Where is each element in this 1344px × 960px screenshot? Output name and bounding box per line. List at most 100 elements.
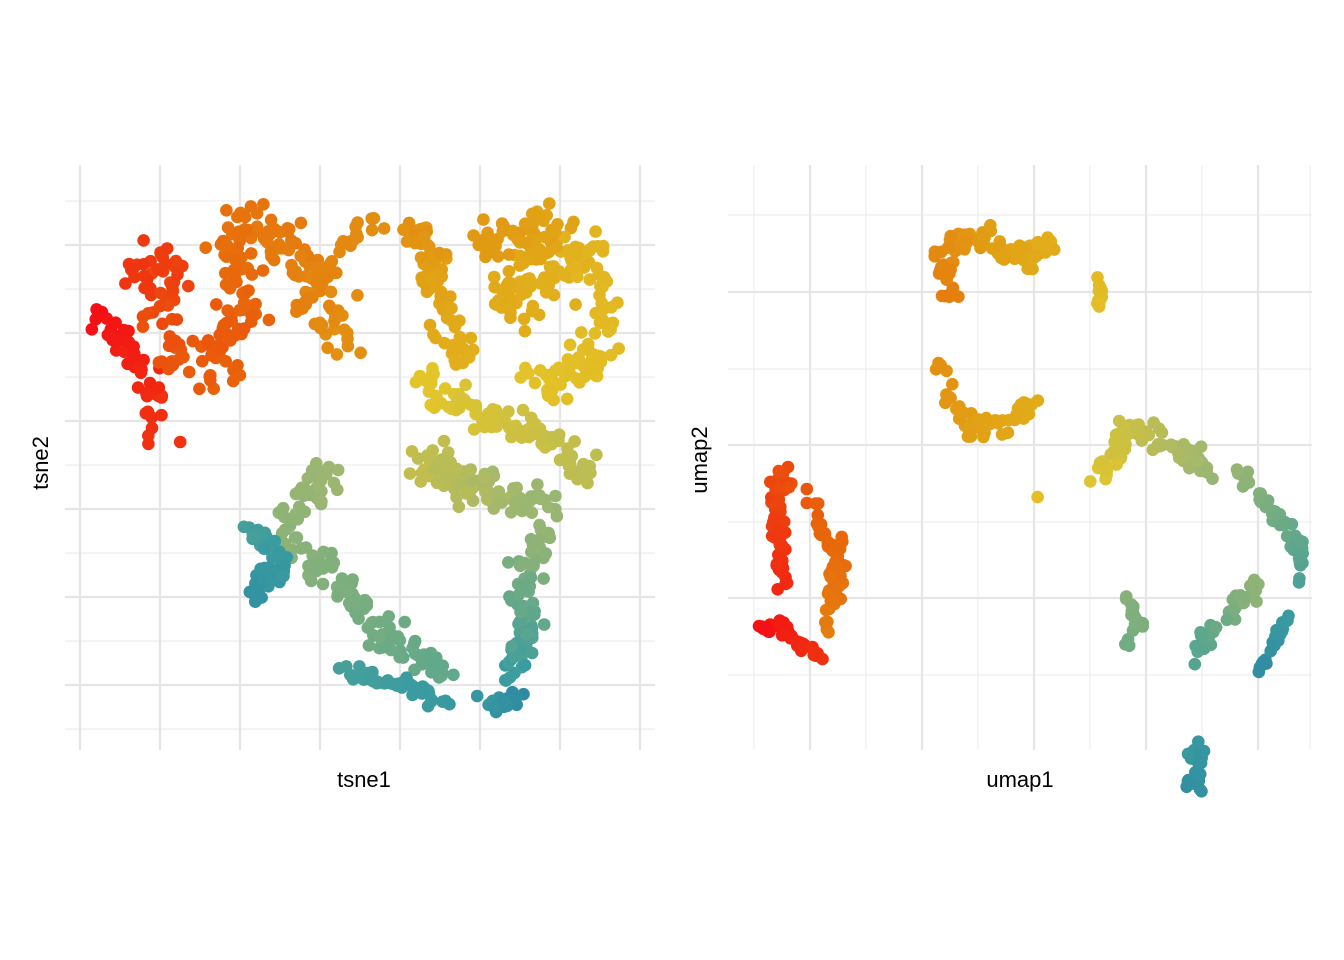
- tsne-point: [605, 301, 618, 314]
- tsne-point: [524, 571, 538, 584]
- tsne-point: [317, 545, 330, 559]
- umap-point: [934, 359, 948, 372]
- tsne-point: [242, 284, 255, 297]
- tsne-point: [140, 273, 154, 286]
- tsne-point: [596, 239, 610, 253]
- tsne-point: [524, 280, 537, 293]
- umap-point: [835, 530, 848, 544]
- tsne-point: [534, 252, 547, 266]
- tsne-point: [445, 302, 458, 315]
- tsne-point: [257, 542, 271, 555]
- tsne-point: [518, 658, 532, 672]
- tsne-point: [408, 236, 422, 250]
- tsne-point: [572, 351, 585, 364]
- tsne-point: [490, 298, 503, 311]
- tsne-point: [244, 247, 258, 260]
- tsne-point: [397, 223, 411, 236]
- tsne-point: [583, 243, 597, 256]
- tsne-point: [327, 556, 341, 569]
- tsne-point: [230, 275, 243, 289]
- tsne-point: [354, 346, 367, 360]
- tsne-point: [373, 631, 386, 644]
- tsne-point: [429, 331, 442, 345]
- tsne-point: [245, 268, 259, 281]
- tsne-point: [590, 261, 604, 275]
- umap-point: [984, 219, 997, 232]
- tsne-point: [298, 295, 312, 309]
- tsne-point: [221, 304, 234, 317]
- tsne-point: [177, 350, 190, 364]
- tsne-point: [488, 701, 501, 715]
- tsne-point: [336, 309, 349, 322]
- umap-point: [939, 396, 952, 410]
- tsne-point: [145, 421, 159, 435]
- tsne-point: [312, 464, 326, 478]
- tsne-point: [549, 489, 562, 503]
- tsne-point: [370, 675, 384, 688]
- tsne-point: [142, 437, 155, 451]
- tsne-point: [466, 343, 480, 357]
- umap-point: [958, 243, 971, 256]
- tsne-point: [362, 639, 376, 652]
- tsne-point: [511, 233, 525, 246]
- tsne-point: [539, 547, 553, 560]
- tsne-point: [434, 289, 448, 302]
- tsne-point: [321, 270, 334, 284]
- umap-point: [1002, 413, 1016, 427]
- tsne-point: [131, 381, 145, 394]
- tsne-point: [242, 521, 256, 534]
- umap-point: [1292, 576, 1306, 589]
- tsne-point: [570, 372, 583, 385]
- umap-point: [1228, 602, 1241, 616]
- tsne-point: [450, 343, 464, 357]
- tsne-point: [117, 323, 131, 337]
- umap-point: [1119, 638, 1132, 651]
- tsne-point: [523, 605, 536, 619]
- tsne-point: [382, 610, 396, 623]
- tsne-point: [322, 460, 336, 474]
- tsne-point: [285, 258, 298, 272]
- tsne-point: [442, 400, 456, 414]
- tsne-point: [475, 235, 488, 249]
- umap-point: [839, 559, 852, 573]
- tsne-point: [277, 569, 290, 583]
- umap-point: [1189, 766, 1202, 779]
- tsne-point: [516, 403, 530, 417]
- tsne-point: [604, 348, 618, 362]
- umap-points: [752, 219, 1309, 798]
- tsne-point: [281, 222, 294, 235]
- tsne-y-axis-title: tsne2: [28, 436, 53, 490]
- tsne-point: [296, 482, 309, 496]
- umap-point: [1127, 600, 1140, 613]
- tsne-point: [341, 339, 355, 353]
- tsne-point: [381, 674, 395, 687]
- tsne-point: [170, 313, 184, 326]
- umap-point: [1292, 533, 1306, 547]
- umap-point: [829, 558, 843, 572]
- tsne-point: [528, 376, 542, 390]
- tsne-point: [411, 649, 425, 662]
- tsne-point: [427, 653, 440, 666]
- tsne-point: [291, 513, 305, 526]
- tsne-point: [233, 368, 247, 382]
- tsne-point: [496, 225, 510, 238]
- tsne-point: [373, 615, 386, 629]
- tsne-point: [513, 615, 527, 628]
- tsne-point: [532, 308, 546, 322]
- tsne-point: [289, 237, 303, 250]
- tsne-point: [366, 665, 379, 679]
- tsne-point: [479, 250, 492, 264]
- tsne-point: [447, 668, 460, 682]
- tsne-point: [206, 346, 219, 360]
- tsne-point: [182, 365, 196, 379]
- tsne-point: [561, 353, 575, 366]
- tsne-point: [352, 612, 365, 625]
- umap-point: [941, 265, 954, 279]
- umap-point: [1026, 262, 1039, 276]
- tsne-point: [550, 509, 564, 523]
- tsne-point: [169, 334, 182, 348]
- tsne-point: [524, 411, 538, 425]
- tsne-point: [541, 389, 555, 403]
- umap-point: [1282, 609, 1295, 623]
- tsne-point: [264, 227, 277, 241]
